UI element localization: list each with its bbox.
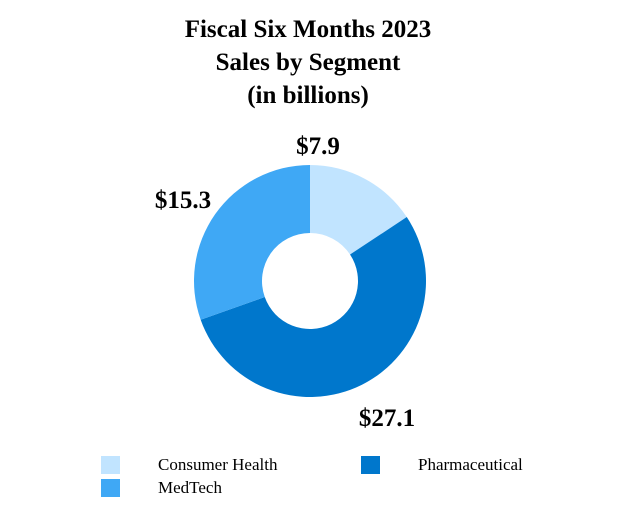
legend-item-pharmaceutical: Pharmaceutical [361,455,523,474]
legend-swatch-pharmaceutical [361,456,380,474]
donut-slice-consumer-health [310,165,407,255]
chart-title-line-3: (in billions) [247,82,369,109]
legend-item-consumer-health: Consumer Health [101,455,278,474]
donut-slice-pharmaceutical [200,217,427,397]
legend-label-consumer-health: Consumer Health [158,455,278,474]
legend-swatch-medtech [101,479,120,497]
chart-title: Fiscal Six Months 2023 Sales by Segment … [185,16,432,109]
legend-label-medtech: MedTech [158,478,222,497]
data-labels: $7.9 $27.1 $15.3 [155,133,415,432]
legend-label-pharmaceutical: Pharmaceutical [418,455,523,474]
data-label-pharmaceutical: $27.1 [359,405,415,432]
data-label-medtech: $15.3 [155,187,211,214]
legend-item-medtech: MedTech [101,478,222,497]
legend: Consumer Health Pharmaceutical MedTech [101,455,523,497]
donut-slices [194,165,427,397]
chart-title-line-1: Fiscal Six Months 2023 [185,16,432,43]
legend-swatch-consumer-health [101,456,120,474]
data-label-consumer-health: $7.9 [296,133,340,160]
chart-title-line-2: Sales by Segment [216,49,401,76]
donut-slice-medtech [194,165,310,320]
